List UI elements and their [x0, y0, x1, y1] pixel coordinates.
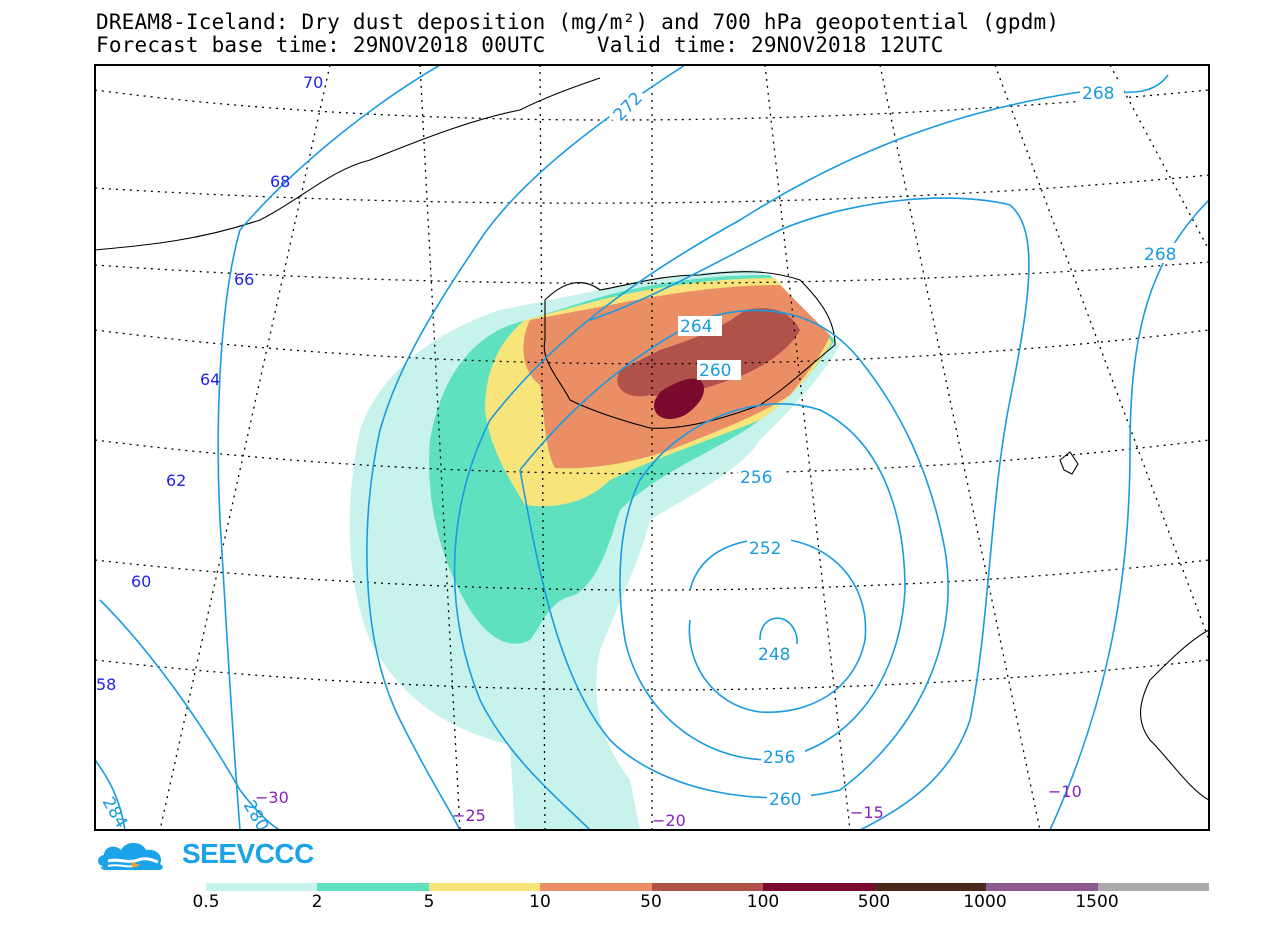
map-title: DREAM8-Iceland: Dry dust deposition (mg/… — [96, 10, 1060, 34]
longitude-label: −20 — [652, 811, 686, 830]
geopotential-contours — [95, 65, 1209, 830]
map-frame — [94, 64, 1210, 831]
contour-label: 260 — [769, 790, 801, 810]
contour-label: 268 — [1144, 245, 1176, 265]
greenland-coast — [95, 77, 601, 251]
legend-label: 500 — [857, 892, 891, 912]
legend-label: 1000 — [963, 892, 1007, 912]
legend-swatch — [317, 883, 429, 891]
legend-swatch — [1097, 883, 1209, 891]
longitude-label: −15 — [850, 803, 884, 822]
coastlines — [95, 77, 1209, 801]
contour-label: 264 — [680, 317, 712, 337]
faroe-islands — [1059, 451, 1079, 475]
legend-label: 1500 — [1075, 892, 1119, 912]
legend-swatch — [206, 883, 318, 891]
legend-label: 5 — [423, 892, 435, 912]
contour-label: 248 — [758, 645, 790, 665]
cloud-icon — [98, 842, 163, 870]
latitude-label: 68 — [270, 172, 290, 191]
iceland-coast — [543, 271, 836, 429]
legend-label: 2 — [311, 892, 323, 912]
legend-label: 10 — [529, 892, 551, 912]
latitude-label: 66 — [234, 270, 254, 289]
legend-swatch — [986, 883, 1098, 891]
latitude-labels: 70 68 66 64 62 60 58 — [96, 73, 323, 694]
legend-label: 0.5 — [192, 892, 220, 912]
longitude-label: −25 — [452, 806, 486, 825]
contour-label: 260 — [699, 361, 731, 381]
latitude-label: 60 — [131, 572, 151, 591]
legend-labels: 0.5 2 5 10 50 100 500 1000 1500 — [150, 892, 1270, 914]
latitude-label: 70 — [303, 73, 323, 92]
latitude-label: 58 — [96, 675, 116, 694]
contour-label: 268 — [1082, 84, 1114, 104]
longitude-label: −10 — [1048, 782, 1082, 801]
color-legend — [206, 883, 1209, 891]
legend-label: 100 — [746, 892, 780, 912]
longitude-label: −30 — [255, 788, 289, 807]
dust-band-50 — [617, 308, 800, 397]
dust-band-100 — [654, 378, 705, 420]
longitude-labels: −30 −25 −20 −15 −10 — [255, 782, 1082, 830]
latitude-label: 64 — [200, 370, 220, 389]
legend-label: 50 — [640, 892, 662, 912]
logo-text: SEEVCCC — [182, 838, 314, 869]
legend-swatch — [651, 883, 764, 891]
legend-swatch — [763, 883, 875, 891]
latitude-label: 62 — [166, 471, 186, 490]
map-subtitle: Forecast base time: 29NOV2018 00UTC Vali… — [96, 33, 944, 57]
contour-label: 252 — [749, 539, 781, 559]
legend-swatch — [428, 883, 541, 891]
legend-swatch — [540, 883, 652, 891]
norway-coast — [1139, 629, 1209, 801]
contour-label: 256 — [763, 748, 795, 768]
legend-swatch — [874, 883, 987, 891]
contour-label: 256 — [740, 468, 772, 488]
